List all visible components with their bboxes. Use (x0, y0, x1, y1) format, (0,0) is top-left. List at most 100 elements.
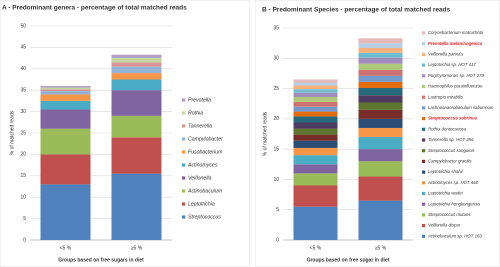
y-tick-label: 5 (276, 207, 279, 213)
legend-swatch (182, 189, 186, 193)
bar-segment (40, 85, 91, 88)
legend-swatch (422, 159, 426, 163)
legend-label: Actinomyces sp. HOT 448 (427, 180, 479, 185)
x-axis-label: Groups based on free sugars in diet (58, 257, 144, 263)
bar-segment (293, 111, 338, 117)
legend-swatch (422, 95, 426, 99)
y-tick-label: 50 (20, 23, 26, 29)
bar-segment (40, 154, 91, 185)
legend-swatch (422, 181, 426, 185)
legend-label: Haemophilus parainfluenzae (428, 84, 483, 89)
bar-segment (358, 69, 403, 76)
bar-segment (111, 66, 162, 74)
legend-label: Fusobacterium (188, 149, 223, 155)
bar-segment (293, 155, 338, 165)
bar-segment (111, 58, 162, 63)
bar-segment (358, 87, 403, 96)
legend-label: Streptococcus sobrinus (428, 116, 478, 121)
legend-label: Veillonella dispar (428, 223, 461, 228)
legend-swatch (422, 42, 426, 46)
bar-segment (40, 184, 91, 240)
y-axis-label: % of matched reads (9, 110, 15, 155)
bar-segment (293, 140, 338, 148)
y-tick-label: 35 (273, 25, 279, 31)
chart-title: A - Predominant genera - percentage of t… (2, 5, 187, 12)
bar-segment (40, 91, 91, 95)
legend-swatch (182, 150, 186, 154)
bar-segment (358, 161, 403, 177)
bar-segment (111, 115, 162, 138)
bar-segment (111, 90, 162, 116)
legend-swatch (422, 149, 426, 153)
bar-segment (358, 38, 403, 44)
bar-segment (293, 173, 338, 186)
y-tick-label: 25 (20, 130, 26, 136)
legend-label: Leptotrichia (188, 201, 215, 207)
bar-segment (293, 97, 338, 102)
legend-swatch (422, 234, 426, 238)
bar-segment (293, 134, 338, 141)
legend-swatch (422, 52, 426, 56)
legend-swatch (182, 124, 186, 128)
y-tick-label: 15 (273, 146, 279, 152)
bar-segment (293, 206, 338, 240)
legend-label: Veillonella (188, 175, 212, 181)
legend-label: Leptotrichia wadei (428, 191, 464, 196)
bar-segment (293, 164, 338, 174)
legend-label: Streptococcus sanguinis (428, 148, 475, 153)
bar-segment (40, 94, 91, 101)
bar-segment (293, 82, 338, 86)
bar-segment (293, 122, 338, 129)
bar-segment (293, 106, 338, 112)
bar-segment (358, 109, 403, 119)
legend-label: Streptococcus (188, 214, 221, 220)
y-tick-label: 30 (273, 56, 279, 62)
legend-swatch (422, 202, 426, 206)
bar-segment (40, 100, 91, 110)
bar-segment (358, 57, 403, 64)
bar-segment (293, 147, 338, 156)
x-tick-label: ≥5 % (375, 245, 387, 251)
bar-segment (358, 47, 403, 53)
bar-segment (358, 118, 403, 128)
bar-segment (40, 87, 91, 90)
y-tick-label: 25 (273, 86, 279, 92)
bar-segment (358, 95, 403, 103)
legend-label: Porphyromonas sp. HOT 279 (428, 73, 484, 78)
bar-segment (293, 116, 338, 123)
x-tick-label: ≥5 % (131, 245, 143, 251)
legend-label: Corynebacterium matruchotii (428, 30, 484, 35)
legend-label: Rothia dentocariosa (428, 126, 467, 131)
legend-label: Actinomyces (187, 162, 218, 168)
bar-segment (358, 137, 403, 150)
legend-swatch (182, 202, 186, 206)
bar-segment (293, 89, 338, 93)
legend-label: Leptotrichia hongkongensis (428, 201, 481, 206)
legend-swatch (422, 127, 426, 131)
legend-swatch (422, 224, 426, 228)
legend-swatch (182, 98, 186, 102)
legend-label: Leptotrichia shahii (428, 169, 464, 174)
legend-swatch (182, 215, 186, 219)
legend-label: Actinobaculum sp. HOT 183 (427, 233, 482, 238)
bar-segment (358, 176, 403, 201)
legend-swatch (422, 74, 426, 78)
y-tick-label: 45 (20, 45, 26, 51)
x-tick-label: <5 % (310, 245, 322, 251)
legend-swatch (182, 163, 186, 167)
x-tick-label: <5 % (60, 245, 72, 251)
legend-label: Streptococcus mutans (428, 212, 471, 217)
legend-swatch (182, 176, 186, 180)
legend-swatch (422, 170, 426, 174)
bar-segment (111, 73, 162, 80)
y-tick-label: 15 (20, 173, 26, 179)
bar-segment (111, 79, 162, 91)
y-tick-label: 20 (273, 116, 279, 122)
legend-swatch (422, 213, 426, 217)
bar-segment (111, 137, 162, 174)
bar-segment (293, 101, 338, 107)
y-tick-label: 20 (20, 152, 26, 158)
legend-label: Campylobacter gracilis (428, 159, 472, 164)
y-tick-label: 35 (20, 88, 26, 94)
